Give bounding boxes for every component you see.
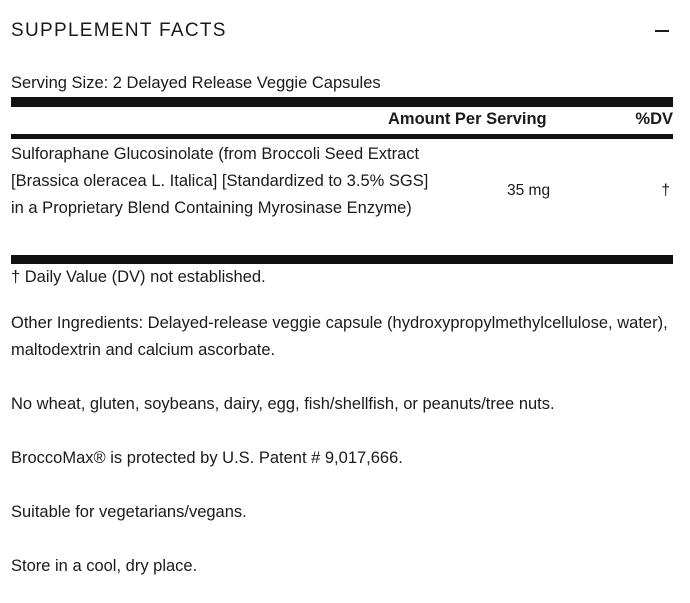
dv-footnote: † Daily Value (DV) not established. xyxy=(11,268,266,286)
minus-icon[interactable] xyxy=(652,21,672,41)
storage-note: Store in a cool, dry place. xyxy=(11,557,198,575)
suitability-note: Suitable for vegetarians/vegans. xyxy=(11,503,247,521)
ingredient-dv: † xyxy=(661,182,670,199)
supplement-facts-header[interactable]: SUPPLEMENT FACTS xyxy=(11,16,672,46)
ingredient-amount: 35 mg xyxy=(507,182,551,199)
patent-notice: BroccoMax® is protected by U.S. Patent #… xyxy=(11,449,403,467)
table-bottom-rule xyxy=(11,255,673,264)
other-ingredients: Other Ingredients: Delayed-release veggi… xyxy=(11,314,668,359)
serving-size: Serving Size: 2 Delayed Release Veggie C… xyxy=(11,74,381,92)
minus-icon-bar xyxy=(655,30,669,32)
section-title: SUPPLEMENT FACTS xyxy=(11,20,227,41)
table-top-rule xyxy=(11,97,673,107)
column-header-dv: %DV xyxy=(635,110,673,128)
allergen-statement: No wheat, gluten, soybeans, dairy, egg, … xyxy=(11,395,555,413)
column-header-amount: Amount Per Serving xyxy=(388,110,547,128)
table-header-rule xyxy=(11,134,673,139)
ingredient-name: Sulforaphane Glucosinolate (from Broccol… xyxy=(11,145,429,217)
